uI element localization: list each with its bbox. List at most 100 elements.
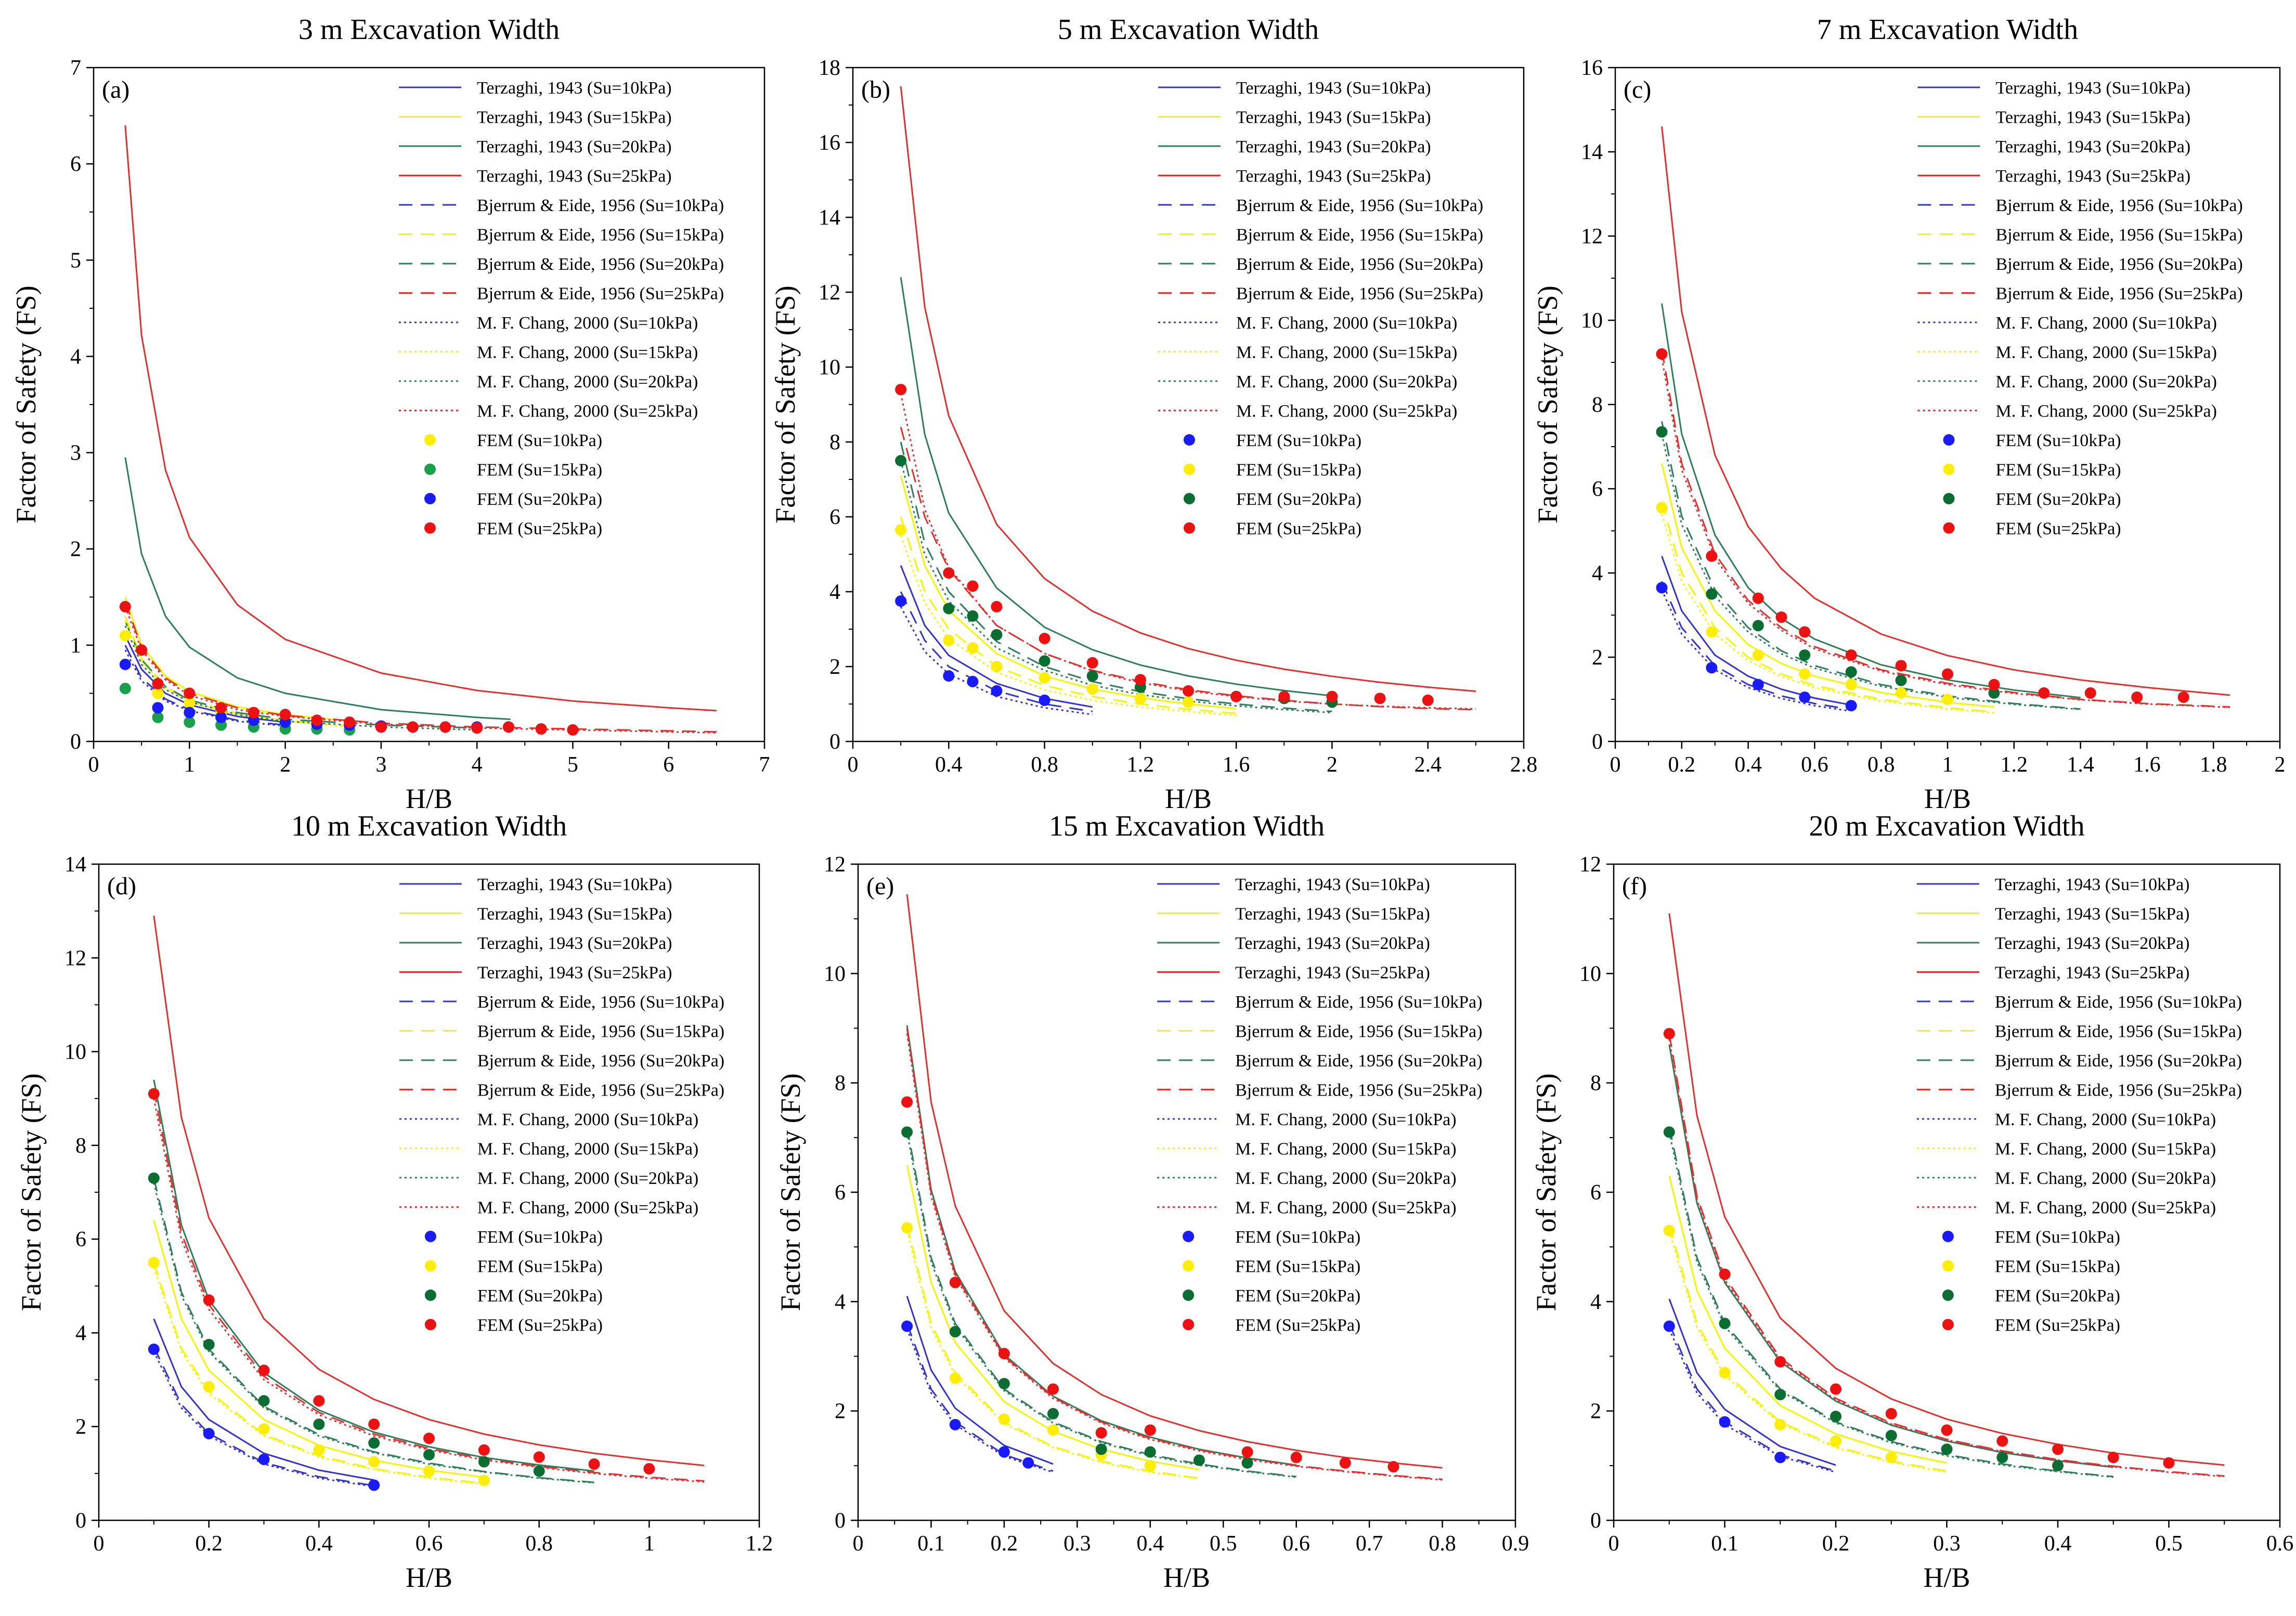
series-line-bjerrum-su10 <box>1661 581 1848 710</box>
fem-point-su25 <box>203 1294 215 1306</box>
x-tick-label: 1.6 <box>2133 753 2161 777</box>
series-line-bjerrum-su25 <box>1661 349 2230 708</box>
fem-point-su20 <box>1799 649 1811 661</box>
fem-point-su25 <box>1095 1427 1107 1439</box>
legend-label: Bjerrum & Eide, 1956 (Su=25kPa) <box>1236 284 1483 304</box>
series-line-terzaghi-su15 <box>1668 1176 1947 1464</box>
series-line-terzaghi-su25 <box>1661 126 2230 696</box>
fem-point-su10 <box>152 687 164 699</box>
legend-label: Bjerrum & Eide, 1956 (Su=25kPa) <box>477 284 724 304</box>
legend-label: M. F. Chang, 2000 (Su=25kPa) <box>477 402 698 421</box>
y-tick-label: 12 <box>64 946 86 970</box>
x-axis-label: H/B <box>1163 1562 1210 1593</box>
x-tick-label: 0.7 <box>1356 1532 1383 1556</box>
y-tick-label: 8 <box>1592 393 1603 417</box>
fem-point-su10 <box>1039 694 1050 706</box>
x-tick-label: 1.2 <box>2001 753 2028 777</box>
fem-point-su25 <box>1706 550 1718 562</box>
legend-label: Bjerrum & Eide, 1956 (Su=20kPa) <box>1236 255 1483 274</box>
x-tick-label: 0 <box>848 753 859 777</box>
legend-label: Bjerrum & Eide, 1956 (Su=15kPa) <box>477 226 724 245</box>
series-line-terzaghi-su20 <box>1668 1044 2113 1468</box>
x-tick-label: 5 <box>567 753 578 777</box>
fem-point-su25 <box>943 567 955 579</box>
fem-point-su25 <box>313 1395 325 1407</box>
fem-point-su15 <box>1895 687 1907 699</box>
fem-point-su10 <box>1752 679 1764 690</box>
fem-point-su15 <box>1942 694 1953 705</box>
fem-point-su15 <box>152 711 164 723</box>
series-line-bjerrum-su15 <box>906 1224 1200 1479</box>
legend-label: Terzaghi, 1943 (Su=20kPa) <box>477 934 672 953</box>
legend-label: Bjerrum & Eide, 1956 (Su=20kPa) <box>477 1051 724 1071</box>
series-line-terzaghi-su20 <box>900 277 1332 697</box>
series-line-chang-su10 <box>124 649 286 727</box>
fem-point-su20 <box>1086 670 1098 682</box>
x-tick-label: 0.6 <box>1801 753 1828 777</box>
legend-label: Bjerrum & Eide, 1956 (Su=20kPa) <box>477 255 724 274</box>
x-tick-label: 0.9 <box>1502 1532 1529 1556</box>
legend-label: M. F. Chang, 2000 (Su=20kPa) <box>477 372 698 392</box>
y-tick-label: 0 <box>75 1509 86 1533</box>
fem-point-su15 <box>368 1456 380 1468</box>
legend-label: Bjerrum & Eide, 1956 (Su=20kPa) <box>1235 1051 1482 1071</box>
legend-swatch-fem-su25 <box>1943 522 1955 534</box>
chart-panel-f: 20 m Excavation Width 0 0.1 0.2 0.3 0.4 0.5 0.6… <box>1530 810 2293 1593</box>
fem-point-su15 <box>943 634 955 646</box>
curves <box>895 86 1476 716</box>
x-tick-label: 2.4 <box>1414 753 1442 777</box>
legend-label: Terzaghi, 1943 (Su=25kPa) <box>1995 167 2190 186</box>
fem-point-su25 <box>184 687 196 699</box>
series-line-terzaghi-su20 <box>124 457 511 720</box>
series-line-bjerrum-su20 <box>900 441 1332 712</box>
series-line-terzaghi-su10 <box>1661 556 1848 706</box>
series-line-bjerrum-su25 <box>1668 1033 2225 1477</box>
fem-point-su25 <box>439 721 451 733</box>
series-line-terzaghi-su15 <box>1661 463 1994 708</box>
legend-label: FEM (Su=25kPa) <box>1236 519 1361 539</box>
y-tick-label: 2 <box>835 1400 846 1424</box>
fem-point-su25 <box>1996 1435 2008 1447</box>
legend-swatch-fem-su10 <box>1942 1231 1954 1242</box>
series-line-terzaghi-su10 <box>906 1296 1054 1465</box>
y-tick-label: 10 <box>1581 309 1603 333</box>
legend-label: FEM (Su=15kPa) <box>1236 461 1361 480</box>
panel-letter: (b) <box>861 76 890 103</box>
fem-point-su25 <box>407 721 419 733</box>
y-axis-label: Factor of Safety (FS) <box>1532 285 1563 523</box>
legend-swatch-fem-su15 <box>1942 1260 1954 1272</box>
legend-label: M. F. Chang, 2000 (Su=15kPa) <box>1995 1140 2216 1159</box>
fem-point-su10 <box>998 1446 1010 1458</box>
legend-label: FEM (Su=20kPa) <box>1995 490 2121 509</box>
legend-label: M. F. Chang, 2000 (Su=25kPa) <box>1995 402 2216 421</box>
fem-point-su25 <box>152 677 164 689</box>
legend-swatch-fem-su10 <box>1943 434 1955 446</box>
legend-label: Terzaghi, 1943 (Su=25kPa) <box>1236 167 1431 186</box>
fem-point-su20 <box>2052 1459 2064 1471</box>
legend-label: M. F. Chang, 2000 (Su=10kPa) <box>477 1110 698 1129</box>
legend-label: Bjerrum & Eide, 1956 (Su=15kPa) <box>1236 226 1483 245</box>
legend-label: Terzaghi, 1943 (Su=10kPa) <box>477 79 672 98</box>
fem-point-su25 <box>588 1458 600 1470</box>
fem-point-su15 <box>991 661 1003 672</box>
fem-point-su20 <box>119 658 131 670</box>
fem-point-su15 <box>1845 679 1857 690</box>
x-tick-label: 1.4 <box>2067 753 2094 777</box>
x-tick-label: 0.3 <box>1063 1532 1091 1556</box>
series-line-bjerrum-su20 <box>1661 421 2081 710</box>
x-tick-label: 0.2 <box>991 1532 1018 1556</box>
y-tick-label: 12 <box>1579 853 1601 877</box>
x-tick-label: 4 <box>472 753 483 777</box>
series-line-chang-su15 <box>153 1267 484 1485</box>
legend-label: M. F. Chang, 2000 (Su=10kPa) <box>477 314 698 333</box>
series-line-bjerrum-su20 <box>124 621 477 729</box>
y-tick-label: 2 <box>75 1415 86 1439</box>
fem-point-su25 <box>1326 690 1338 702</box>
y-tick-label: 0 <box>1590 1509 1601 1533</box>
fem-point-su15 <box>478 1475 490 1487</box>
fem-point-su10 <box>991 685 1003 697</box>
legend-label: Bjerrum & Eide, 1956 (Su=25kPa) <box>477 1081 724 1100</box>
fem-point-su25 <box>1845 649 1857 661</box>
fem-point-su15 <box>967 642 979 654</box>
